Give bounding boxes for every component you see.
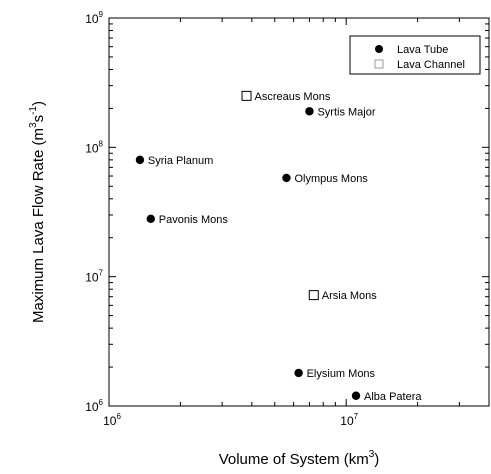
data-points [135,90,361,400]
y-tick-label: 108 [85,139,103,155]
axis-ticks [108,17,490,407]
point-syria-planum [135,155,145,165]
label-pavonis-mons: Pavonis Mons [159,214,229,226]
label-olympus-mons: Olympus Mons [294,173,368,185]
label-elysium-mons: Elysium Mons [307,368,376,380]
plot-frame [108,17,490,407]
x-axis-title: Volume of System (km3) [219,449,380,468]
legend-marker-lava-channel [374,59,384,69]
data-point-labels: Syrtis Major Syria Planum Olympus Mons Pavo… [148,91,422,403]
point-olympus-mons [282,173,291,183]
label-syrtis-major: Syrtis Major [317,106,375,118]
legend-label-lava-tube: Lava Tube [397,44,448,56]
point-arsia-mons [308,290,319,301]
y-tick-label: 107 [85,269,103,285]
axis-tick-labels: 106 107 106 107 108 109 [85,10,358,428]
point-syrtis-major [305,107,314,116]
y-tick-label: 109 [85,10,103,26]
legend-label-lava-channel: Lava Channel [397,59,465,71]
x-tick-label: 107 [340,412,358,428]
label-arsia-mons: Arsia Mons [322,290,378,302]
y-axis-title: Maximum Lava Flow Rate (m3s-1) [28,101,47,323]
point-alba-patera [351,391,361,400]
x-tick-label: 106 [103,412,121,428]
point-ascreaus-mons [241,90,252,101]
point-pavonis-mons [146,214,155,224]
label-alba-patera: Alba Patera [364,391,422,403]
point-elysium-mons [294,368,303,378]
y-tick-label: 106 [85,398,103,414]
label-ascreaus-mons: Ascreaus Mons [255,91,331,103]
label-syria-planum: Syria Planum [148,155,213,167]
legend: Lava Tube Lava Channel [349,35,481,75]
legend-marker-lava-tube [375,45,383,53]
legend-box [349,35,481,75]
